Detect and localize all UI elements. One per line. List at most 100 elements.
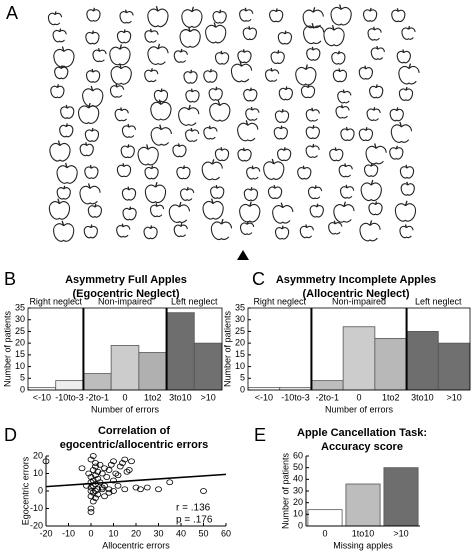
y-tick-label: 0 [20,384,25,394]
point [42,458,50,465]
apple [366,108,381,121]
bar [406,331,439,391]
apple [176,166,191,180]
apple-stem [60,65,63,69]
group-annotation: Left neglect [415,296,462,306]
apple [274,227,290,240]
y-tick-label: 35 [235,302,245,312]
apple [394,203,417,222]
apple-stem [91,30,95,34]
apple-stem [122,163,125,167]
apple [365,145,387,165]
arrow-marker [237,250,249,260]
apple-stem [91,68,94,73]
y-tick-label: 35 [15,302,25,312]
apple [274,110,290,123]
apple-stem [275,8,278,12]
apple [368,202,383,216]
x-tick-label: 60 [221,528,231,538]
apple-stem [94,203,97,208]
apple-stem [250,106,253,111]
apple [359,222,381,242]
y-tick-label: 15 [235,349,245,359]
apple-stem [405,164,408,169]
apple-stem [312,143,315,148]
apple-stem [209,68,212,73]
x-tick-label: 20 [131,528,141,538]
apple-stem [338,68,341,72]
apple-stem [407,25,411,30]
x-tick-label: 40 [176,528,186,538]
apple [109,46,131,66]
apple-stem [405,86,408,91]
apple-stem [271,158,275,165]
point [94,491,102,498]
bar [383,467,419,527]
apple [242,27,257,40]
apple-stem [91,127,94,132]
apple [121,125,137,138]
apple [300,85,316,99]
apple-stem [281,225,284,230]
apple [396,50,411,64]
apple [333,204,355,223]
apple-stem [92,7,96,12]
apple [369,85,384,99]
apple [52,29,67,43]
apple-stem [345,126,349,131]
x-tick-label: 0 [88,528,93,538]
apple [240,222,255,235]
apple-stem [280,202,284,208]
apple [144,30,159,43]
apple-stem [190,88,194,93]
x-tick-label: 1to2 [144,392,162,402]
apple [367,28,382,41]
apple [272,205,294,224]
y-axis-label: Number of patients [280,452,290,529]
point [87,456,95,463]
chart-title: Asymmetry Full Apples [65,274,187,286]
apple [54,66,69,80]
point [105,467,113,473]
apple [337,90,352,104]
chart-subtitle: (Egocentric Neglect) [73,288,180,300]
bar [55,380,84,391]
apple [185,90,200,103]
apple [363,9,378,22]
apple-stem [333,220,336,225]
apple [121,188,137,201]
apple [389,147,404,160]
chart-subtitle: (Allocentric Neglect) [303,288,410,300]
y-tick-label: -10 [30,503,43,513]
apple [56,165,78,184]
point [166,479,174,486]
apple [144,184,167,204]
apple [214,52,230,65]
apple-stem [374,201,378,205]
group-annotation: Right neglect [29,296,82,306]
apple [203,70,218,83]
point [87,493,95,500]
apple-stem [305,224,308,228]
apple [201,161,223,181]
apple-stem [316,203,319,208]
apple-stem [120,107,123,111]
bar [307,509,343,527]
apple-stem [190,127,193,132]
apple [297,167,312,180]
apple [237,149,252,162]
point [110,488,117,494]
apple-stem [343,201,347,207]
apple [210,186,225,199]
apple-stem [311,46,314,51]
apple-stem [219,9,222,14]
apple-stem [121,223,124,228]
apple [237,50,252,63]
apple [122,207,137,221]
bar [374,338,407,391]
bar [345,483,381,527]
point [116,463,124,470]
apple [178,107,200,126]
apple [150,101,172,121]
